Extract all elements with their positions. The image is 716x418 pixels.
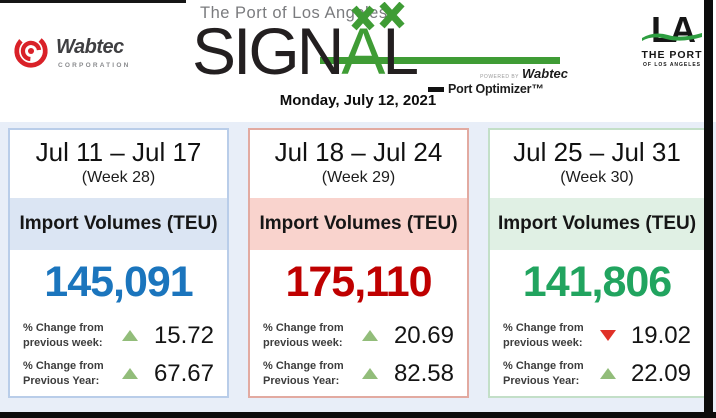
change-label-line2: previous week: <box>503 336 583 349</box>
change-row-year: % Change from Previous Year: 67.67 <box>23 355 214 392</box>
la-of-los-angeles-label: OF LOS ANGELES <box>643 62 701 68</box>
signal-green-rule <box>320 57 560 64</box>
change-value: 19.02 <box>630 321 691 349</box>
date-range: Jul 25 – Jul 31 <box>513 137 681 167</box>
change-row-week: % Change from previous week: 20.69 <box>263 317 454 354</box>
signal-logo: The Port of Los Angeles SIGNAL POWERED B… <box>192 2 577 98</box>
la-monogram-text: LA <box>651 9 696 50</box>
trend-triangle-icon <box>121 330 138 341</box>
change-rows: % Change from previous week: 20.69 % Cha… <box>250 314 467 392</box>
card-date-header: Jul 18 – Jul 24 (Week 29) <box>250 130 467 198</box>
import-volume-value: 175,110 <box>285 257 432 306</box>
change-label-line2: previous week: <box>23 336 103 349</box>
powered-by-block: POWERED BY Wabtec Port Optimizer™ <box>428 66 568 96</box>
top-edge-border <box>0 0 186 3</box>
change-label-line2: Previous Year: <box>503 374 580 387</box>
change-value: 67.67 <box>153 359 214 387</box>
change-value: 20.69 <box>393 321 454 349</box>
trend-triangle-icon <box>121 368 138 379</box>
change-row-week: % Change from previous week: 15.72 <box>23 317 214 354</box>
trend-triangle-icon <box>600 330 616 341</box>
trend-triangle-icon <box>361 368 378 379</box>
change-label: % Change from previous week: <box>23 321 113 350</box>
week-card-30: Jul 25 – Jul 31 (Week 30) Import Volumes… <box>488 128 706 398</box>
change-value: 82.58 <box>393 359 454 387</box>
change-label-line2: previous week: <box>263 336 343 349</box>
report-date: Monday, July 12, 2021 <box>279 92 437 109</box>
report-header: Wabtec CORPORATION The Port of Los Angel… <box>0 0 716 122</box>
card-date-header: Jul 25 – Jul 31 (Week 30) <box>490 130 704 198</box>
change-label-line2: Previous Year: <box>263 374 340 387</box>
change-value: 22.09 <box>630 359 691 387</box>
change-value: 15.72 <box>153 321 214 349</box>
port-optimizer-bar <box>428 86 444 92</box>
change-label-line1: % Change from <box>23 322 104 335</box>
bottom-edge-border <box>0 412 716 418</box>
change-row-year: % Change from Previous Year: 82.58 <box>263 355 454 392</box>
change-label-line1: % Change from <box>263 322 344 335</box>
import-volume-value: 145,091 <box>44 257 193 306</box>
change-rows: % Change from previous week: 15.72 % Cha… <box>10 314 227 392</box>
date-range: Jul 18 – Jul 24 <box>274 137 443 167</box>
metric-label-band: Import Volumes (TEU) <box>10 198 227 250</box>
change-label-line1: % Change from <box>503 360 584 373</box>
wabtec-corporation-label: CORPORATION <box>58 62 131 69</box>
wabtec-brand-name: Wabtec <box>56 36 124 58</box>
port-of-la-overline: The Port of Los Angeles <box>200 4 388 22</box>
powered-by-wabtec: Wabtec <box>522 66 568 81</box>
card-date-header: Jul 11 – Jul 17 (Week 28) <box>10 130 227 198</box>
week-number: (Week 29) <box>321 169 396 186</box>
trend-triangle-icon <box>361 330 378 341</box>
signal-letters-post: L <box>382 14 419 88</box>
change-rows: % Change from previous week: 19.02 % Cha… <box>490 314 704 392</box>
change-label-line2: Previous Year: <box>23 374 100 387</box>
port-optimizer-label: Port Optimizer™ <box>448 82 544 96</box>
powered-by-label: POWERED BY <box>480 74 519 80</box>
import-volume-value: 141,806 <box>522 257 672 306</box>
metric-label-band: Import Volumes (TEU) <box>250 198 467 250</box>
change-label-line1: % Change from <box>23 360 104 373</box>
right-edge-border <box>704 0 713 418</box>
change-label-line1: % Change from <box>503 322 584 335</box>
change-label: % Change from Previous Year: <box>503 359 593 388</box>
la-the-port-label: THE PORT <box>641 49 703 61</box>
week-card-29: Jul 18 – Jul 24 (Week 29) Import Volumes… <box>248 128 469 398</box>
signal-wordmark: SIGNAL <box>192 18 419 84</box>
port-of-la-logo: LA THE PORT OF LOS ANGELES <box>640 12 704 68</box>
metric-label-band: Import Volumes (TEU) <box>490 198 704 250</box>
date-range: Jul 11 – Jul 17 <box>35 137 202 167</box>
wabtec-corporation-logo: Wabtec CORPORATION <box>12 32 130 70</box>
change-label: % Change from previous week: <box>503 321 593 350</box>
week-card-28: Jul 11 – Jul 17 (Week 28) Import Volumes… <box>8 128 229 398</box>
wabtec-swirl-icon <box>14 34 48 68</box>
signal-letter-accent: A <box>341 14 385 88</box>
change-row-week: % Change from previous week: 19.02 <box>503 317 691 354</box>
wabtec-logo-text: Wabtec CORPORATION <box>56 36 130 69</box>
signal-letters-pre: SIGN <box>192 14 344 88</box>
change-label-line1: % Change from <box>263 360 344 373</box>
la-monogram: LA <box>640 12 704 48</box>
la-green-wave-icon <box>642 33 702 41</box>
change-label: % Change from previous week: <box>263 321 353 350</box>
semaphore-x-icon <box>351 2 405 31</box>
week-number: (Week 30) <box>560 169 634 186</box>
change-row-year: % Change from Previous Year: 22.09 <box>503 355 691 392</box>
change-label: % Change from Previous Year: <box>263 359 353 388</box>
week-number: (Week 28) <box>81 169 156 186</box>
trend-triangle-icon <box>600 368 616 379</box>
change-label: % Change from Previous Year: <box>23 359 113 388</box>
